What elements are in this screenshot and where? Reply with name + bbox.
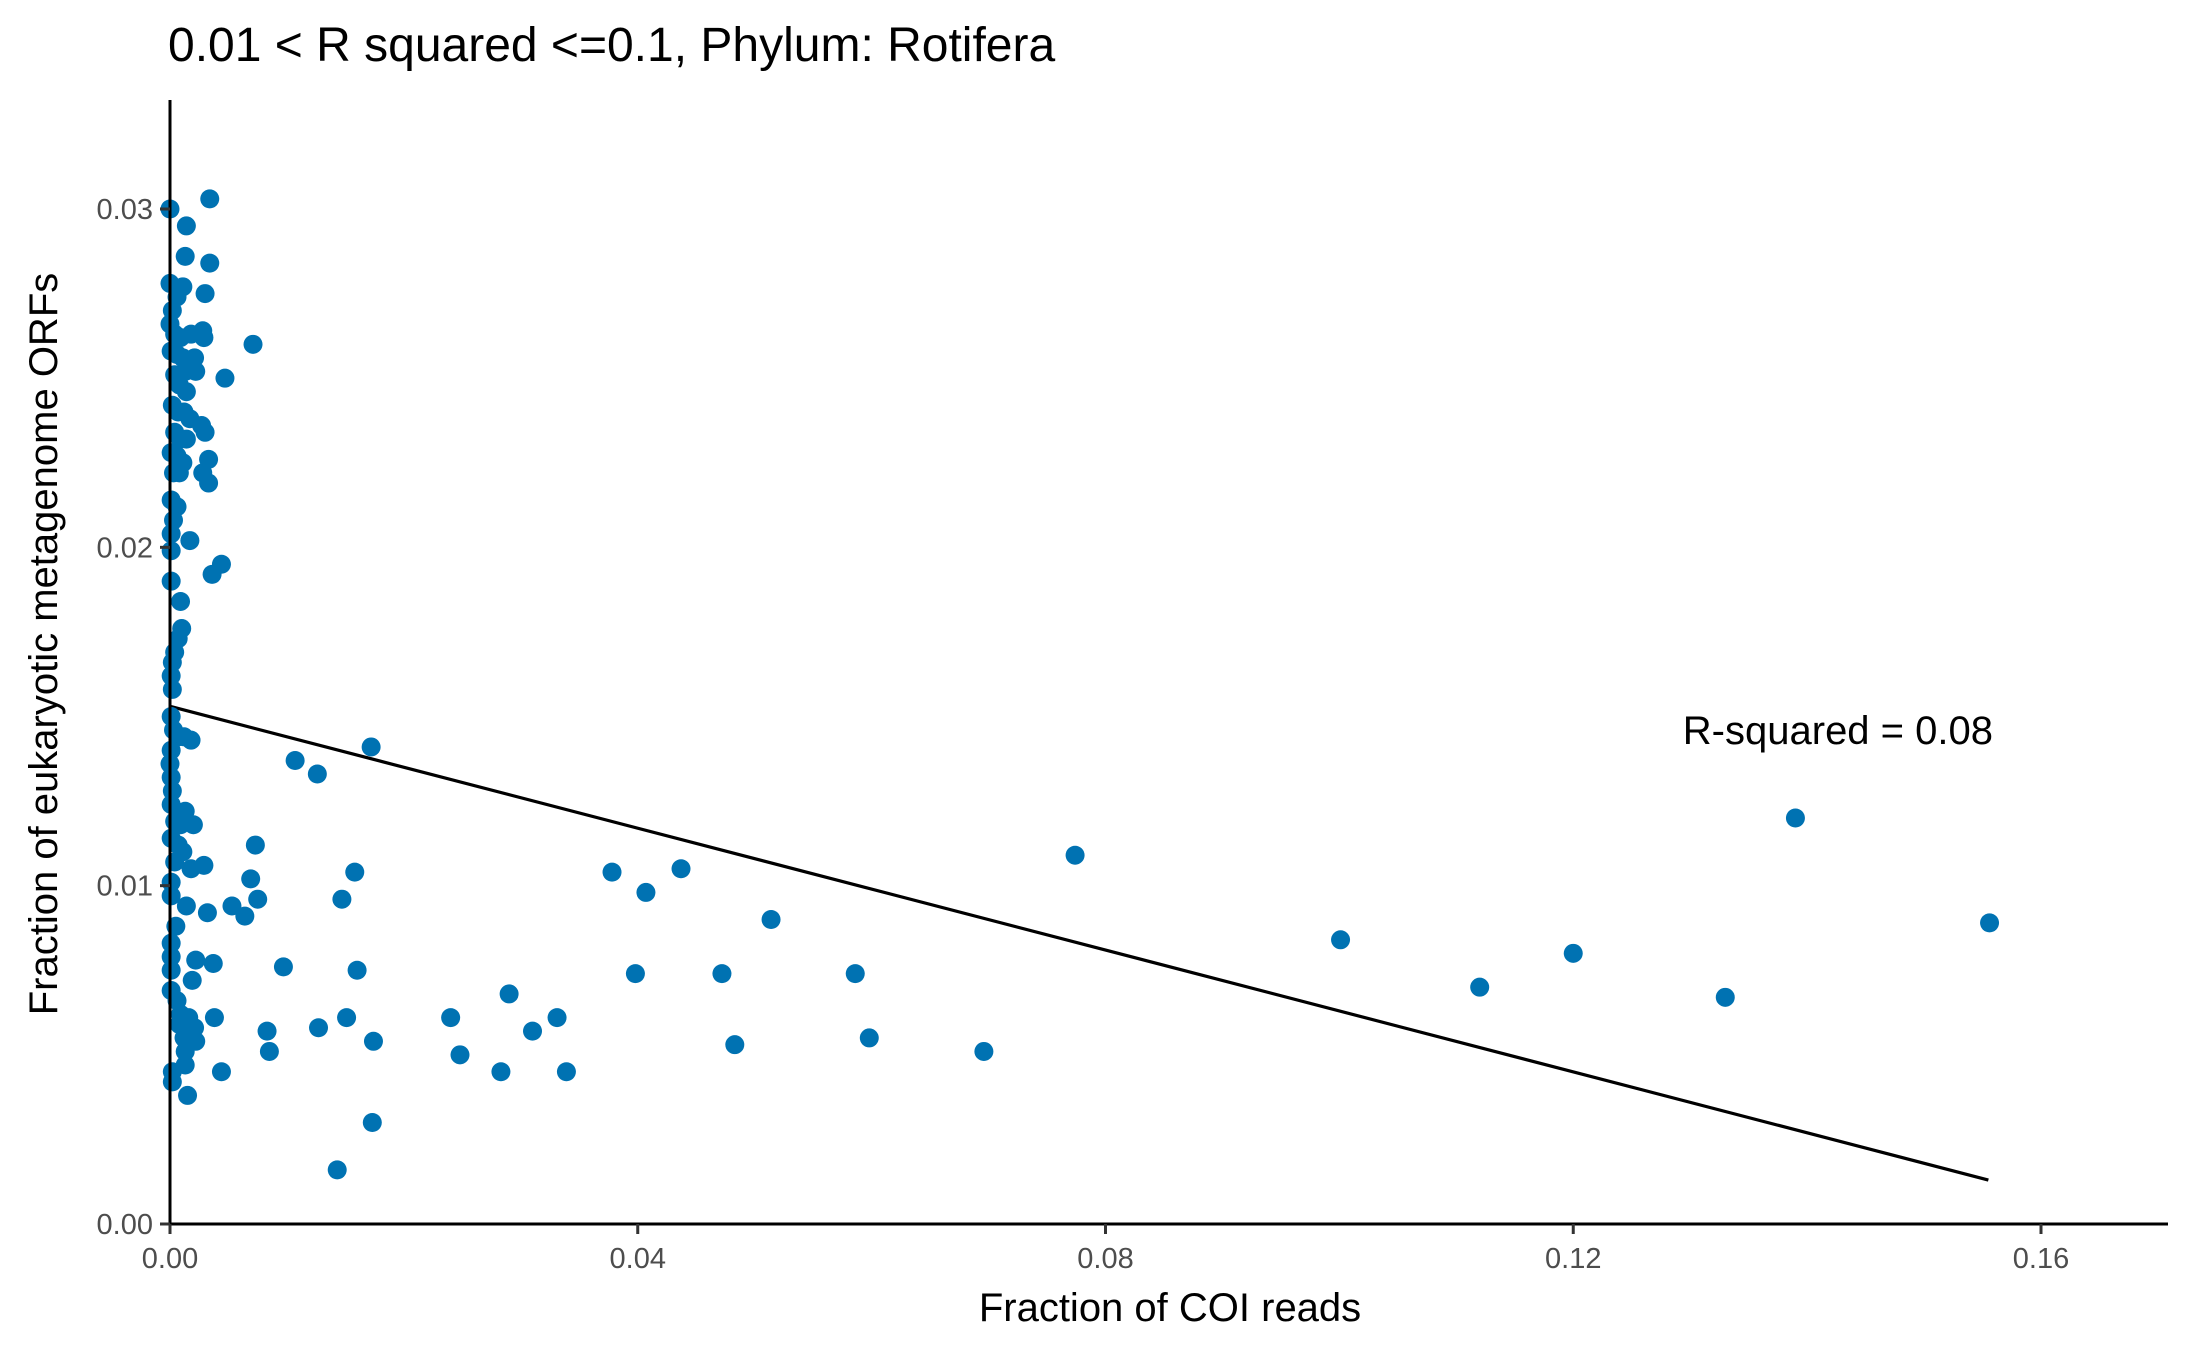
x-tick-label: 0.00 [142,1243,198,1275]
data-point [171,591,191,611]
y-tick-label: 0.01 [97,871,153,903]
data-point [180,531,200,551]
data-point [199,473,219,493]
data-point [243,334,263,354]
data-point [491,1062,511,1082]
data-point [671,859,691,879]
data-point [176,382,196,402]
data-point [761,910,781,929]
data-point [602,862,622,882]
y-tick-label: 0.02 [97,532,153,564]
data-point [307,764,327,784]
data-point [203,953,223,973]
data-point [845,964,865,984]
data-point [169,463,189,483]
data-point [361,737,381,757]
data-point [176,216,196,236]
data-point [175,246,195,266]
data-point [248,889,268,909]
data-point [204,1008,224,1028]
data-point [556,1062,576,1082]
data-point [712,964,732,984]
data-point [363,1031,383,1051]
data-point [1785,808,1805,828]
x-tick-label: 0.12 [1545,1243,1601,1275]
data-point [625,964,645,984]
regression-line-group [169,704,1989,1182]
data-point [162,679,182,699]
data-point [441,1008,461,1028]
data-point [215,368,235,388]
data-point [197,903,217,923]
data-point [974,1041,994,1061]
data-point [200,253,220,273]
data-point [257,1021,277,1041]
data-point [211,1062,231,1082]
x-tick-label: 0.04 [610,1243,666,1275]
data-point [195,284,215,304]
y-axis-ticks: 0.00 0.01 0.02 0.03 [97,194,170,1241]
data-point [327,1160,347,1180]
data-point [1715,987,1735,1007]
data-point [547,1008,567,1028]
data-point [194,328,214,348]
data-point [241,869,261,889]
data-point [362,1113,382,1132]
data-point [1563,943,1583,963]
data-point [176,429,196,449]
data-point [345,862,365,882]
data-point [337,1008,357,1028]
data-point [636,882,656,902]
data-point [165,852,185,872]
x-tick-label: 0.08 [1077,1243,1133,1275]
data-point [1980,913,2000,933]
y-tick-label: 0.00 [97,1209,153,1241]
data-point [499,984,519,1004]
data-point [195,422,215,442]
data-point [1331,930,1351,950]
data-point [245,835,265,855]
regression-line [169,704,1989,1182]
x-axis-label: Fraction of COI reads [979,1286,1361,1330]
axes [168,100,2168,1226]
data-point [162,1072,182,1092]
data-point [186,950,206,970]
data-point [202,564,222,584]
data-point [235,906,255,926]
chart-title: 0.01 < R squared <=0.1, Phylum: Rotifera [168,19,1055,72]
data-point [347,960,367,980]
y-tick-label: 0.03 [97,194,153,226]
data-point [181,730,201,750]
data-point [332,889,352,909]
data-point [450,1045,470,1065]
data-point [1470,977,1490,997]
data-point [173,277,193,297]
data-point [523,1021,543,1041]
data-point [1065,845,1085,865]
data-point [285,750,305,770]
data-point [182,970,202,990]
data-point [273,957,293,977]
data-point [859,1028,879,1048]
data-point [194,855,214,875]
data-point [259,1041,279,1061]
data-point [200,189,220,209]
x-tick-label: 0.16 [2013,1243,2069,1275]
r-squared-annotation: R-squared = 0.08 [1683,709,1993,753]
y-axis-label: Fraction of eukaryotic metagenome ORFs [22,273,66,1016]
data-point [176,896,196,916]
data-point [178,1085,198,1105]
data-point [186,361,206,381]
data-point [222,896,242,916]
data-point [175,1041,195,1061]
data-point [309,1018,329,1038]
data-point [725,1035,745,1055]
data-point [183,815,203,835]
x-axis-ticks: 0.00 0.04 0.08 0.12 0.16 [142,1224,2069,1275]
